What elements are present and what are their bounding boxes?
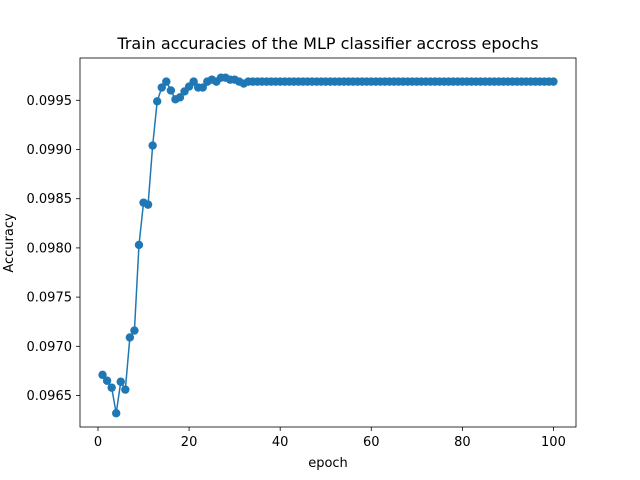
data-point (166, 86, 176, 95)
y-tick-label: 0.0995 (27, 94, 73, 109)
data-point (157, 83, 166, 92)
data-point (175, 93, 185, 102)
data-point (162, 77, 171, 86)
data-point (134, 240, 144, 250)
y-axis-label: Accuracy (2, 213, 17, 273)
x-tick-label: 40 (272, 435, 289, 450)
plot-area: 0 20 40 60 80 100 0.0965 0.0970 0.0975 0.0980 0.09… (27, 57, 577, 450)
plot-frame (79, 57, 577, 428)
data-point (102, 376, 112, 385)
data-point (189, 77, 198, 86)
y-tick-label: 0.0980 (27, 241, 73, 256)
data-point (198, 83, 207, 92)
data-point (107, 383, 116, 392)
x-tick-label: 20 (181, 435, 198, 450)
x-tick-label: 60 (363, 435, 380, 450)
y-tick-label: 0.0975 (27, 291, 73, 306)
chart-title: Train accuracies of the MLP classifier a… (116, 34, 538, 53)
data-point (549, 77, 558, 86)
data-point (121, 385, 130, 394)
y-tick-label: 0.0965 (27, 389, 73, 404)
x-axis-label: epoch (308, 456, 348, 471)
data-point (130, 326, 139, 335)
x-tick-label: 100 (541, 435, 566, 450)
data-point (98, 370, 107, 380)
y-tick-label: 0.0990 (27, 143, 73, 158)
x-tick-label: 80 (454, 435, 471, 450)
data-point (116, 377, 125, 386)
y-tick-label: 0.0985 (27, 192, 73, 207)
y-tick-label: 0.0970 (27, 340, 73, 355)
data-point (148, 141, 157, 150)
data-point (125, 333, 135, 342)
data-point (143, 200, 153, 209)
x-tick-label: 0 (94, 435, 102, 450)
data-point (112, 409, 121, 418)
data-point (153, 97, 162, 106)
